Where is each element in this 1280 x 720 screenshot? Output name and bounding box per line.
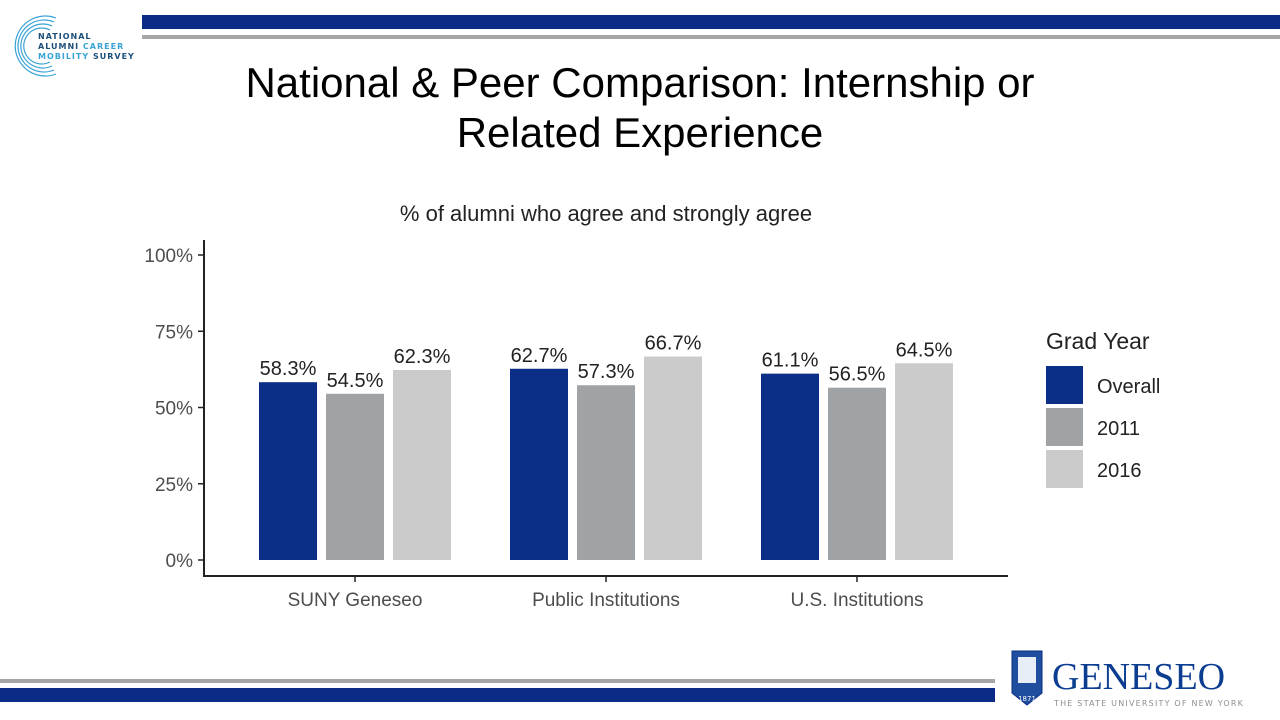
title-line-2: Related Experience bbox=[456, 109, 824, 156]
bar-2016 bbox=[644, 356, 702, 560]
legend-label: 2011 bbox=[1097, 418, 1140, 440]
data-label: 58.3% bbox=[260, 358, 317, 380]
nacms-logo: NATIONAL ALUMNI CAREER MOBILITY SURVEY bbox=[14, 15, 135, 77]
svg-text:MOBILITY SURVEY: MOBILITY SURVEY bbox=[38, 52, 135, 61]
logo-subtext: THE STATE UNIVERSITY OF NEW YORK bbox=[1053, 699, 1244, 708]
data-label: 54.5% bbox=[327, 370, 384, 392]
data-label: 66.7% bbox=[645, 333, 702, 355]
logo-wordmark: GENESEO bbox=[1052, 656, 1225, 698]
legend-swatch-2011 bbox=[1046, 408, 1083, 446]
legend-title: Grad Year bbox=[1046, 328, 1150, 354]
bar-2011 bbox=[326, 393, 384, 560]
data-label: 57.3% bbox=[578, 361, 635, 383]
svg-text:ALUMNI CAREER: ALUMNI CAREER bbox=[38, 42, 124, 51]
geneseo-logo: 1871 GENESEO THE STATE UNIVERSITY OF NEW… bbox=[1011, 650, 1244, 708]
legend-swatch-2016 bbox=[1046, 450, 1083, 488]
data-label: 61.1% bbox=[762, 350, 819, 372]
bar-2016 bbox=[895, 363, 953, 560]
bar-2011 bbox=[828, 387, 886, 560]
data-label: 56.5% bbox=[829, 364, 886, 386]
chart-title: % of alumni who agree and strongly agree bbox=[400, 201, 812, 226]
bar-overall bbox=[510, 368, 568, 560]
x-tick-label: SUNY Geneseo bbox=[288, 590, 423, 611]
bar-overall bbox=[761, 373, 819, 560]
slide-title: National & Peer Comparison: Internship o… bbox=[140, 58, 1140, 158]
bottom-blue-band bbox=[0, 688, 995, 702]
x-tick-label: Public Institutions bbox=[532, 590, 680, 611]
legend-label: Overall bbox=[1097, 376, 1160, 398]
top-gray-rule bbox=[142, 35, 1280, 39]
title-line-1: National & Peer Comparison: Internship o… bbox=[245, 59, 1035, 106]
top-blue-band bbox=[142, 15, 1280, 29]
x-tick-label: U.S. Institutions bbox=[790, 590, 923, 611]
logo-text-national: NATIONAL bbox=[38, 32, 91, 41]
y-tick-label: 50% bbox=[155, 399, 193, 420]
data-label: 64.5% bbox=[896, 339, 953, 361]
y-tick-label: 0% bbox=[166, 551, 194, 572]
bottom-gray-rule bbox=[0, 679, 995, 683]
bar-2016 bbox=[393, 369, 451, 560]
y-tick-label: 100% bbox=[144, 246, 193, 267]
bar-2011 bbox=[577, 385, 635, 560]
logo-year: 1871 bbox=[1018, 695, 1036, 703]
data-label: 62.3% bbox=[394, 346, 451, 368]
bar-overall bbox=[259, 382, 317, 560]
legend-label: 2016 bbox=[1097, 460, 1142, 482]
legend-swatch-overall bbox=[1046, 366, 1083, 404]
data-label: 62.7% bbox=[511, 345, 568, 367]
y-tick-label: 25% bbox=[155, 475, 193, 496]
y-tick-label: 75% bbox=[155, 322, 193, 343]
